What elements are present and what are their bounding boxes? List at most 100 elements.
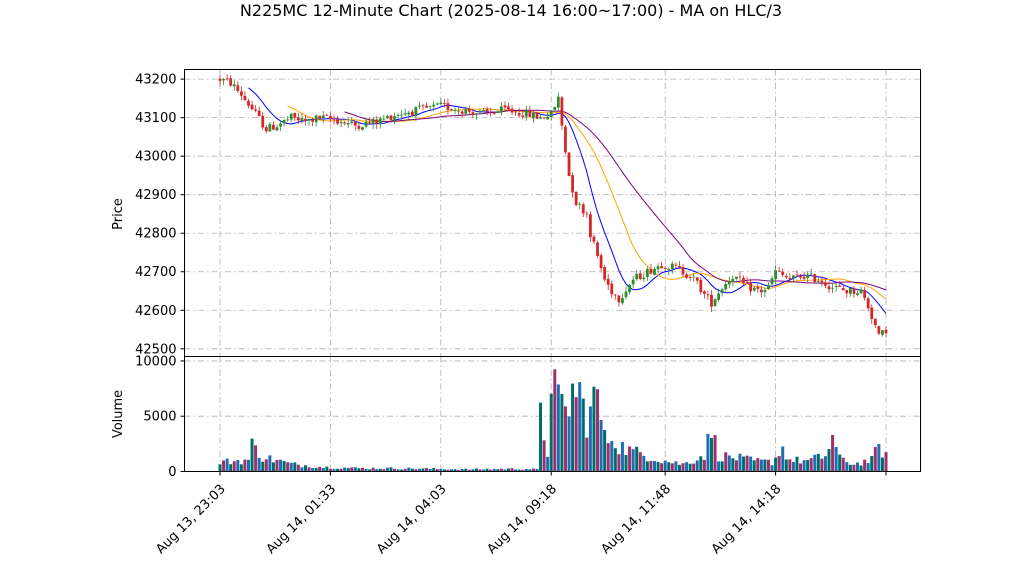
volume-bar xyxy=(841,457,845,472)
price-tick-label: 42800 xyxy=(135,227,176,242)
volume-bar xyxy=(314,467,318,472)
candle-body xyxy=(421,105,425,107)
volume-bar xyxy=(745,455,749,472)
volume-bar xyxy=(435,469,439,472)
volume-bar xyxy=(660,463,664,472)
candle-body xyxy=(702,291,706,294)
volume-bar xyxy=(400,469,404,472)
candle-body xyxy=(660,266,664,269)
candle-body xyxy=(621,298,624,304)
candle-body xyxy=(592,236,596,242)
volume-bar xyxy=(813,454,817,472)
volume-bar xyxy=(243,459,247,472)
candle-body xyxy=(261,115,265,128)
candle-body xyxy=(393,116,396,121)
volume-bar xyxy=(588,406,592,472)
candle-body xyxy=(350,121,354,124)
volume-bar xyxy=(777,456,781,472)
x-axis: Aug 13, 23:03 Aug 14, 01:33 Aug 14, 04:03 A… xyxy=(153,471,887,557)
volume-bar xyxy=(531,468,535,472)
candle-body xyxy=(877,326,881,334)
candle-body xyxy=(524,109,528,117)
candle-body xyxy=(389,115,393,121)
volume-bar xyxy=(774,457,778,472)
volume-bar xyxy=(848,464,852,472)
volume-bar xyxy=(635,446,639,472)
volume-bar xyxy=(246,459,250,472)
volume-bar xyxy=(271,462,275,472)
candle-body xyxy=(635,273,639,280)
price-tick-label: 42500 xyxy=(135,342,176,357)
candle-body xyxy=(336,119,339,124)
candle-body xyxy=(346,123,350,125)
candle-body xyxy=(282,119,286,124)
candle-body xyxy=(332,118,336,120)
candle-body xyxy=(742,277,745,283)
volume-panel-frame xyxy=(184,356,921,472)
price-y-axis: 42500 42600 42700 42800 42900 43000 43100 43200 xyxy=(135,73,185,357)
volume-bar xyxy=(656,461,660,472)
volume-bar xyxy=(674,461,678,472)
candle-body xyxy=(788,277,792,280)
volume-bar xyxy=(524,468,528,472)
volume-bar xyxy=(823,456,827,472)
candle-body xyxy=(834,286,838,288)
volume-bar xyxy=(460,469,464,472)
volume-bar xyxy=(332,468,336,472)
candle-body xyxy=(873,318,877,326)
candle-body xyxy=(268,124,272,132)
volume-bar xyxy=(428,469,432,472)
candle-body xyxy=(731,278,735,282)
volume-y-axis: 0 5000 10000 xyxy=(135,354,185,480)
candle-body xyxy=(446,103,450,110)
volume-bar xyxy=(364,468,368,472)
candle-body xyxy=(471,112,475,116)
candle-body xyxy=(410,111,414,116)
volume-bar xyxy=(724,452,728,472)
volume-bar xyxy=(510,468,514,472)
price-axis-label: Price xyxy=(111,198,126,230)
candle-body xyxy=(357,125,361,129)
candle-body xyxy=(293,112,297,118)
volume-bar xyxy=(321,467,325,472)
volume-bar xyxy=(496,469,500,472)
candle-body xyxy=(425,105,428,108)
candle-body xyxy=(496,111,500,114)
volume-bar xyxy=(478,469,482,472)
candle-body xyxy=(841,288,845,291)
volume-bar xyxy=(784,459,788,472)
volume-bar xyxy=(471,469,475,472)
candle-body xyxy=(578,203,582,205)
candle-body xyxy=(852,288,856,294)
volume-bar xyxy=(425,468,429,472)
volume-bar xyxy=(556,384,560,472)
volume-bar xyxy=(670,463,674,472)
candle-body xyxy=(809,273,813,275)
candle-body xyxy=(296,117,300,121)
candle-body xyxy=(432,104,436,107)
volume-bar xyxy=(417,468,421,472)
volume-bar xyxy=(681,463,685,472)
candle-body xyxy=(749,282,753,292)
volume-bar xyxy=(717,461,721,472)
candle-body xyxy=(400,114,404,116)
volume-bar xyxy=(474,468,478,472)
candle-body xyxy=(688,276,692,278)
candle-body xyxy=(378,118,382,125)
volume-bar xyxy=(756,458,760,472)
candle-body xyxy=(763,289,767,293)
volume-bar xyxy=(649,460,653,472)
candle-body xyxy=(727,281,731,285)
candle-body xyxy=(820,280,824,284)
volume-bar xyxy=(663,460,667,472)
candle-body xyxy=(264,127,268,132)
volume-bar xyxy=(439,468,443,472)
volume-bar xyxy=(581,398,585,472)
volume-bar xyxy=(560,393,564,472)
candle-body xyxy=(339,121,343,124)
candle-body xyxy=(450,109,453,111)
candle-body xyxy=(685,274,688,278)
volume-tick-label: 5000 xyxy=(143,410,176,425)
candle-body xyxy=(838,285,842,287)
candle-body xyxy=(674,264,678,266)
